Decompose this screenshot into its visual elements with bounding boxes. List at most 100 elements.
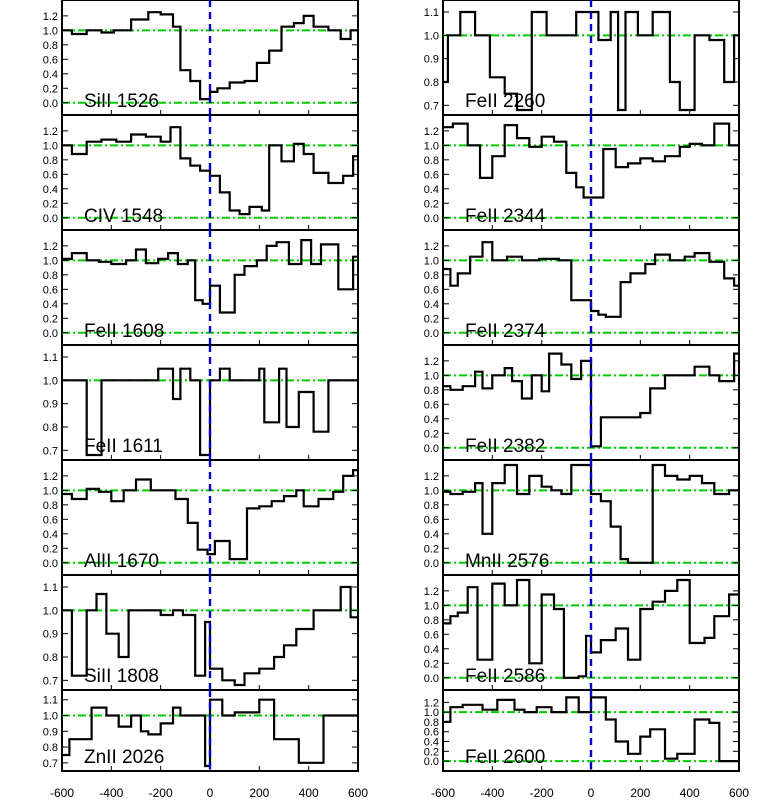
y-tick-label: 0.0 — [43, 213, 58, 225]
spectrum-line — [443, 578, 739, 679]
transition-label: FeII 2260 — [465, 91, 545, 112]
y-tick-label: 0.8 — [43, 40, 58, 52]
y-tick-label: 1.1 — [43, 582, 58, 594]
y-tick-label: 0.6 — [424, 727, 439, 739]
spectrum-line — [443, 122, 739, 199]
y-tick-label: 1.0 — [43, 255, 58, 267]
transition-label: SiII 1808 — [84, 666, 159, 687]
y-tick-label: 1.0 — [424, 30, 439, 42]
transition-label: FeII 2600 — [465, 747, 545, 768]
y-tick-label: 0.8 — [424, 615, 439, 627]
x-tick-label: 0 — [588, 786, 595, 800]
spectrum-line — [62, 11, 358, 101]
y-tick-label: 1.2 — [43, 11, 58, 23]
y-tick-label: 0.6 — [43, 514, 58, 526]
spectrum-panel-12: 0.0 0.2 0.4 0.6 0.8 1.0 1.2 FeII 2586 — [424, 574, 740, 691]
y-tick-label: 0.4 — [424, 299, 439, 311]
x-tick-label: -200 — [149, 786, 173, 800]
y-tick-label: 0.7 — [43, 675, 58, 687]
y-tick-label: 0.6 — [424, 169, 439, 181]
y-tick-label: 0.9 — [43, 629, 58, 641]
y-tick-label: 0.8 — [43, 270, 58, 282]
y-tick-label: 1.0 — [424, 485, 439, 497]
y-tick-label: 0.8 — [43, 500, 58, 512]
y-tick-label: 0.4 — [43, 299, 58, 311]
x-tick-label: 400 — [299, 786, 319, 800]
x-tick-label: -400 — [480, 786, 504, 800]
y-tick-label: 1.2 — [424, 471, 439, 483]
y-tick-label: 1.2 — [43, 126, 58, 138]
spectrum-panel-0: 0.0 0.2 0.4 0.6 0.8 1.0 1.2 SiII 1526 — [43, 0, 359, 116]
transition-label: SiII 1526 — [84, 91, 159, 112]
spectrum-line — [443, 696, 739, 763]
y-tick-label: 0.2 — [424, 543, 439, 555]
spectrum-panel-13: 0.00.20.40.60.81.01.2 FeII 2600 — [424, 689, 740, 772]
spectrum-line — [443, 463, 739, 564]
y-tick-label: 0.8 — [424, 270, 439, 282]
y-tick-label: 1.0 — [43, 605, 58, 617]
y-tick-label: 0.4 — [424, 529, 439, 541]
y-tick-label: 0.2 — [43, 198, 58, 210]
y-tick-label: 0.2 — [43, 313, 58, 325]
transition-label: CIV 1548 — [84, 206, 163, 227]
spectrum-line — [62, 367, 358, 457]
spectrum-line — [62, 585, 358, 687]
y-tick-label: 0.0 — [43, 98, 58, 110]
transition-label: MnII 2576 — [465, 551, 550, 572]
spectrum-panel-11: 0.0 0.2 0.4 0.6 0.8 1.0 1.2 MnII 2576 — [424, 459, 740, 576]
y-tick-label: 0.8 — [424, 77, 439, 89]
y-tick-label: 0.8 — [424, 717, 439, 729]
x-tick-label: 0 — [207, 786, 214, 800]
spectrum-line — [443, 10, 739, 112]
x-tick-label: 400 — [680, 786, 700, 800]
spectrum-panel-2: 0.0 0.2 0.4 0.6 0.8 1.0 1.2 FeII 1608 — [43, 229, 359, 346]
y-tick-label: 0.2 — [424, 658, 439, 670]
transition-label: FeII 1608 — [84, 321, 164, 342]
x-tick-label: 200 — [630, 786, 650, 800]
spectrum-line — [62, 469, 358, 561]
spectrum-panel-6: 0.7 0.8 0.9 1.0 1.1 ZnII 2026 — [43, 689, 359, 772]
y-tick-label: 0.6 — [424, 629, 439, 641]
y-tick-label: 0.9 — [43, 726, 58, 738]
y-tick-label: 0.4 — [43, 69, 58, 81]
y-tick-label: 0.8 — [424, 385, 439, 397]
spectrum-panel-3: 0.7 0.8 0.9 1.0 1.1 FeII 1611 — [43, 344, 359, 461]
y-tick-label: 0.6 — [424, 284, 439, 296]
y-tick-label: 0.4 — [43, 184, 58, 196]
y-tick-label: 1.0 — [43, 711, 58, 723]
y-tick-label: 0.9 — [424, 54, 439, 66]
y-tick-label: 0.7 — [43, 758, 58, 770]
y-tick-label: 0.8 — [424, 155, 439, 167]
transition-label: ZnII 2026 — [84, 747, 164, 768]
y-tick-label: 1.1 — [43, 352, 58, 364]
y-tick-label: 1.0 — [424, 600, 439, 612]
spectrum-panel-8: 0.0 0.2 0.4 0.6 0.8 1.0 1.2 FeII 2344 — [424, 114, 740, 231]
y-tick-label: 0.6 — [43, 284, 58, 296]
spectrum-panel-10: 0.0 0.2 0.4 0.6 0.8 1.0 1.2 FeII 2382 — [424, 344, 740, 461]
y-tick-label: 0.9 — [43, 399, 58, 411]
y-tick-label: 0.2 — [43, 543, 58, 555]
x-tick-label: -200 — [530, 786, 554, 800]
y-tick-label: 0.4 — [43, 529, 58, 541]
transition-label: FeII 2344 — [465, 206, 546, 227]
y-tick-label: 0.0 — [43, 558, 58, 570]
spectrum-line — [62, 239, 358, 314]
y-tick-label: 0.0 — [424, 558, 439, 570]
y-tick-label: 1.2 — [43, 471, 58, 483]
spectrum-panel-5: 0.7 0.8 0.9 1.0 1.1 SiII 1808 — [43, 574, 359, 691]
y-tick-label: 0.0 — [424, 213, 439, 225]
x-tick-label: 600 — [729, 786, 749, 800]
y-tick-label: 0.2 — [43, 83, 58, 95]
y-tick-label: 0.0 — [424, 673, 439, 685]
y-tick-label: 0.6 — [424, 514, 439, 526]
spectrum-panel-7: 0.7 0.8 0.9 1.0 1.1 FeII 2260 — [424, 0, 740, 116]
y-tick-label: 0.8 — [43, 155, 58, 167]
spectrum-panel-4: 0.0 0.2 0.4 0.6 0.8 1.0 1.2 AlII 1670 — [43, 459, 359, 576]
y-tick-label: 0.0 — [424, 443, 439, 455]
y-tick-label: 1.2 — [424, 241, 439, 253]
spectrum-line — [443, 241, 739, 318]
y-tick-label: 0.8 — [43, 742, 58, 754]
y-tick-label: 0.6 — [43, 54, 58, 66]
y-tick-label: 1.2 — [424, 697, 439, 709]
